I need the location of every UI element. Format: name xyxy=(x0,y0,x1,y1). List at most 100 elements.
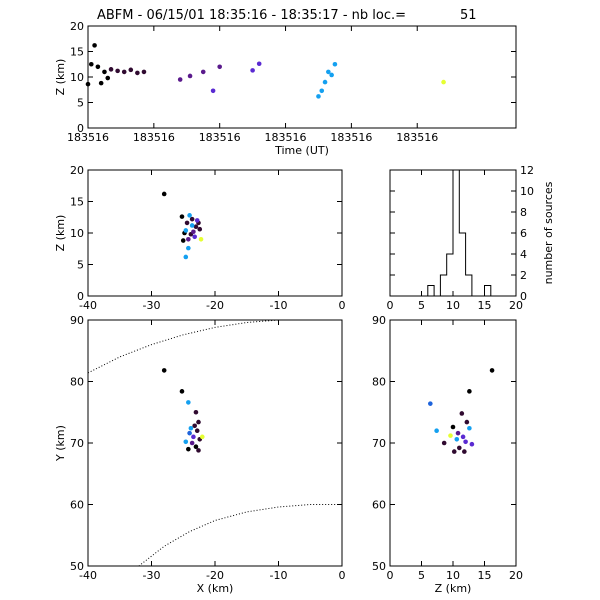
x-z-point xyxy=(191,229,196,235)
time-height-point xyxy=(256,61,262,67)
z-y-axes: 0 5 10 15 20 50 60 70 80 90 Z (km) xyxy=(372,314,523,595)
z-y-xtick-label: 10 xyxy=(446,569,460,582)
time-height-point xyxy=(316,94,321,99)
time-height-ytick-label: 10 xyxy=(70,71,84,84)
z-y-xtick-label: 5 xyxy=(418,569,425,582)
z-y-point xyxy=(454,437,460,442)
time-height-point xyxy=(441,79,446,85)
z-y-ytick-label: 70 xyxy=(372,437,386,450)
time-height-point xyxy=(121,69,127,75)
time-height-point xyxy=(135,70,140,76)
z-y-point xyxy=(451,449,457,454)
x-z-point xyxy=(187,213,192,218)
time-height-point xyxy=(322,79,328,85)
time-height-xtick-label: 183516 xyxy=(199,131,241,144)
x-y-point xyxy=(183,439,189,445)
z-y-point xyxy=(428,401,433,406)
histogram-xtick-label: 20 xyxy=(509,299,523,312)
x-z-axes: -40 -30 -20 -10 0 0 5 10 15 20 Z (km) xyxy=(54,164,346,312)
z-y-point xyxy=(448,433,453,438)
x-y-point xyxy=(196,448,201,453)
z-y-point xyxy=(464,419,470,425)
time-height-point xyxy=(141,69,147,75)
x-z-point xyxy=(193,224,199,229)
time-height-point xyxy=(250,68,255,73)
x-z-xtick-label: -20 xyxy=(206,299,224,312)
x-z-ytick-label: 15 xyxy=(70,196,84,209)
x-z-xtick-label: -30 xyxy=(143,299,161,312)
time-height-point xyxy=(217,64,222,70)
histogram-ytick-label: 10 xyxy=(520,185,534,198)
time-height-point xyxy=(332,61,338,67)
time-height-point xyxy=(177,77,183,82)
histogram-xtick-label: 5 xyxy=(418,299,425,312)
x-y-point xyxy=(200,434,205,440)
z-y-frame xyxy=(389,319,517,567)
x-z-point xyxy=(186,245,191,251)
x-z-points xyxy=(161,191,204,260)
time-height-point xyxy=(210,88,216,94)
x-y-point xyxy=(191,434,196,440)
z-y-point xyxy=(469,441,475,447)
x-y-point xyxy=(186,400,191,405)
time-height-point xyxy=(88,61,94,67)
histogram-steps xyxy=(390,169,516,297)
x-y-ytick-label: 70 xyxy=(70,437,84,450)
x-y-point xyxy=(188,425,194,431)
x-y-xtick-label: 0 xyxy=(339,569,346,582)
figure-title: ABFM - 06/15/01 18:35:16 - 18:35:17 - nb… xyxy=(97,8,406,23)
x-y-points xyxy=(161,368,205,453)
x-y-xtick-label: -10 xyxy=(270,569,288,582)
x-y-point xyxy=(179,389,185,394)
time-height-point xyxy=(85,81,91,87)
z-y-point xyxy=(467,425,472,431)
time-height-xtick-label: 183516 xyxy=(265,131,307,144)
x-z-point xyxy=(186,237,191,242)
time-height-point xyxy=(92,43,97,48)
x-z-ytick-label: 10 xyxy=(70,227,84,240)
x-y-point xyxy=(196,419,201,425)
z-y-ytick-label: 50 xyxy=(372,560,386,573)
x-z-xtick-label: -10 xyxy=(270,299,288,312)
time-height-ytick-label: 20 xyxy=(70,20,84,33)
time-height-point xyxy=(200,69,206,75)
time-height-point xyxy=(108,67,114,72)
x-y-ytick-label: 90 xyxy=(70,314,84,327)
x-y-ytick-label: 60 xyxy=(70,499,84,512)
x-y-ytick-label: 50 xyxy=(70,560,84,573)
x-y-point xyxy=(189,440,195,446)
time-height-point xyxy=(95,64,101,70)
x-y-axes: -40 -30 -20 -10 0 50 60 70 80 90 X (km) Y (km) xyxy=(54,314,346,595)
x-y-xlabel: X (km) xyxy=(197,582,234,595)
z-y-point xyxy=(467,389,472,394)
x-z-point xyxy=(183,254,189,260)
time-height-xlabel: Time (UT) xyxy=(274,144,329,157)
x-z-point xyxy=(192,234,197,240)
x-z-point xyxy=(189,223,195,228)
histogram-ytick-label: 12 xyxy=(520,164,534,177)
time-height-xtick-label: 183516 xyxy=(67,131,109,144)
x-y-dotted-curve xyxy=(87,319,279,374)
x-y-point xyxy=(161,368,167,373)
x-y-xtick-label: -20 xyxy=(206,569,224,582)
x-z-point xyxy=(179,214,185,219)
x-y-point xyxy=(193,409,199,415)
time-height-ytick-label: 5 xyxy=(77,97,84,110)
z-y-point xyxy=(441,440,447,446)
time-height-point xyxy=(102,69,107,75)
x-z-point xyxy=(184,220,190,226)
histogram-xtick-label: 0 xyxy=(387,299,394,312)
time-height-point xyxy=(128,67,134,73)
x-y-ytick-label: 80 xyxy=(70,376,84,389)
x-z-point xyxy=(180,238,186,243)
histogram-xtick-label: 15 xyxy=(478,299,492,312)
time-height-ytick-label: 15 xyxy=(70,46,84,59)
z-y-point xyxy=(463,439,468,445)
z-y-xtick-label: 15 xyxy=(478,569,492,582)
x-y-xtick-label: -40 xyxy=(79,569,97,582)
time-height-xtick-label: 183516 xyxy=(396,131,438,144)
time-height-axes: 183516 183516 183516 183516 183516 1835160510… xyxy=(54,20,517,157)
x-z-point xyxy=(194,218,200,223)
x-y-frame xyxy=(87,319,343,567)
